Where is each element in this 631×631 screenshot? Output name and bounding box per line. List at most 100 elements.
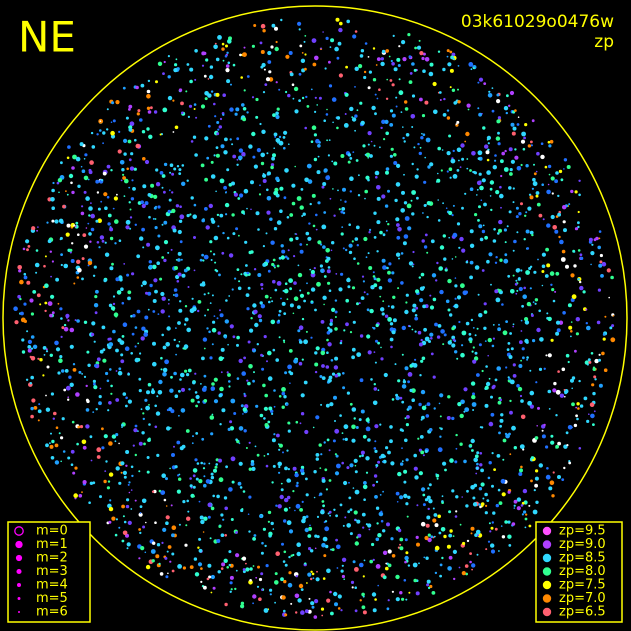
star xyxy=(545,445,549,449)
star xyxy=(214,115,217,118)
star xyxy=(269,217,273,221)
star xyxy=(377,584,380,587)
star xyxy=(331,548,335,552)
star xyxy=(373,236,377,239)
star xyxy=(235,531,238,534)
star xyxy=(82,233,87,238)
star xyxy=(472,409,475,411)
star xyxy=(403,140,406,143)
star xyxy=(341,461,345,465)
star xyxy=(228,563,231,567)
star xyxy=(152,310,156,313)
star xyxy=(139,352,142,355)
star xyxy=(60,161,63,165)
star xyxy=(537,258,539,261)
star xyxy=(414,330,417,333)
star xyxy=(55,426,59,430)
star xyxy=(320,403,323,406)
star xyxy=(60,253,63,256)
star xyxy=(49,353,53,357)
star xyxy=(298,325,304,331)
star xyxy=(370,285,375,290)
star xyxy=(326,269,331,274)
star xyxy=(172,294,175,296)
star xyxy=(87,264,90,267)
star xyxy=(200,580,203,584)
star xyxy=(419,374,422,377)
star xyxy=(338,208,341,211)
star xyxy=(338,27,343,33)
star xyxy=(238,234,240,237)
star xyxy=(283,146,286,150)
star xyxy=(391,271,395,275)
star xyxy=(159,171,164,175)
star xyxy=(363,559,366,562)
star xyxy=(221,47,225,51)
star xyxy=(505,320,508,323)
star xyxy=(393,67,398,72)
star xyxy=(160,309,165,314)
star xyxy=(45,443,49,448)
star xyxy=(359,54,364,58)
star xyxy=(340,232,344,236)
star xyxy=(397,287,400,290)
star xyxy=(424,156,427,159)
star xyxy=(465,504,469,508)
star xyxy=(527,206,532,211)
star xyxy=(610,275,614,280)
star xyxy=(26,330,29,333)
star xyxy=(453,577,456,581)
star xyxy=(326,256,331,261)
star xyxy=(111,434,117,439)
star xyxy=(433,407,436,410)
star xyxy=(288,51,293,55)
star xyxy=(530,314,534,317)
star xyxy=(405,133,410,137)
star xyxy=(419,146,422,149)
star xyxy=(283,507,288,512)
star xyxy=(410,199,413,202)
star xyxy=(65,385,71,391)
star xyxy=(330,359,334,362)
star xyxy=(47,239,52,244)
star xyxy=(201,51,206,56)
star xyxy=(288,278,293,283)
star xyxy=(567,360,570,364)
star xyxy=(557,370,560,373)
star xyxy=(387,270,391,275)
star xyxy=(388,55,391,58)
star xyxy=(225,44,228,48)
star xyxy=(563,158,568,162)
star xyxy=(120,359,125,364)
star xyxy=(242,570,246,574)
star xyxy=(240,118,243,120)
star xyxy=(439,435,442,438)
star xyxy=(263,68,266,71)
star xyxy=(459,236,464,242)
star xyxy=(521,304,524,308)
star xyxy=(554,229,559,234)
star xyxy=(303,339,308,345)
star xyxy=(225,299,228,302)
star xyxy=(324,526,330,532)
star xyxy=(403,469,408,474)
star xyxy=(389,123,394,127)
star xyxy=(365,426,371,432)
star xyxy=(564,395,566,398)
star xyxy=(484,385,489,390)
star xyxy=(322,245,326,249)
star xyxy=(216,539,221,543)
star xyxy=(438,91,442,94)
star xyxy=(485,150,490,155)
star xyxy=(411,362,415,366)
star xyxy=(216,132,220,136)
star xyxy=(280,297,282,300)
star xyxy=(578,193,581,197)
star xyxy=(510,347,514,351)
star xyxy=(214,465,218,469)
star xyxy=(543,423,546,427)
star xyxy=(70,181,73,185)
star xyxy=(340,339,343,343)
star xyxy=(451,489,455,493)
star xyxy=(115,100,120,105)
